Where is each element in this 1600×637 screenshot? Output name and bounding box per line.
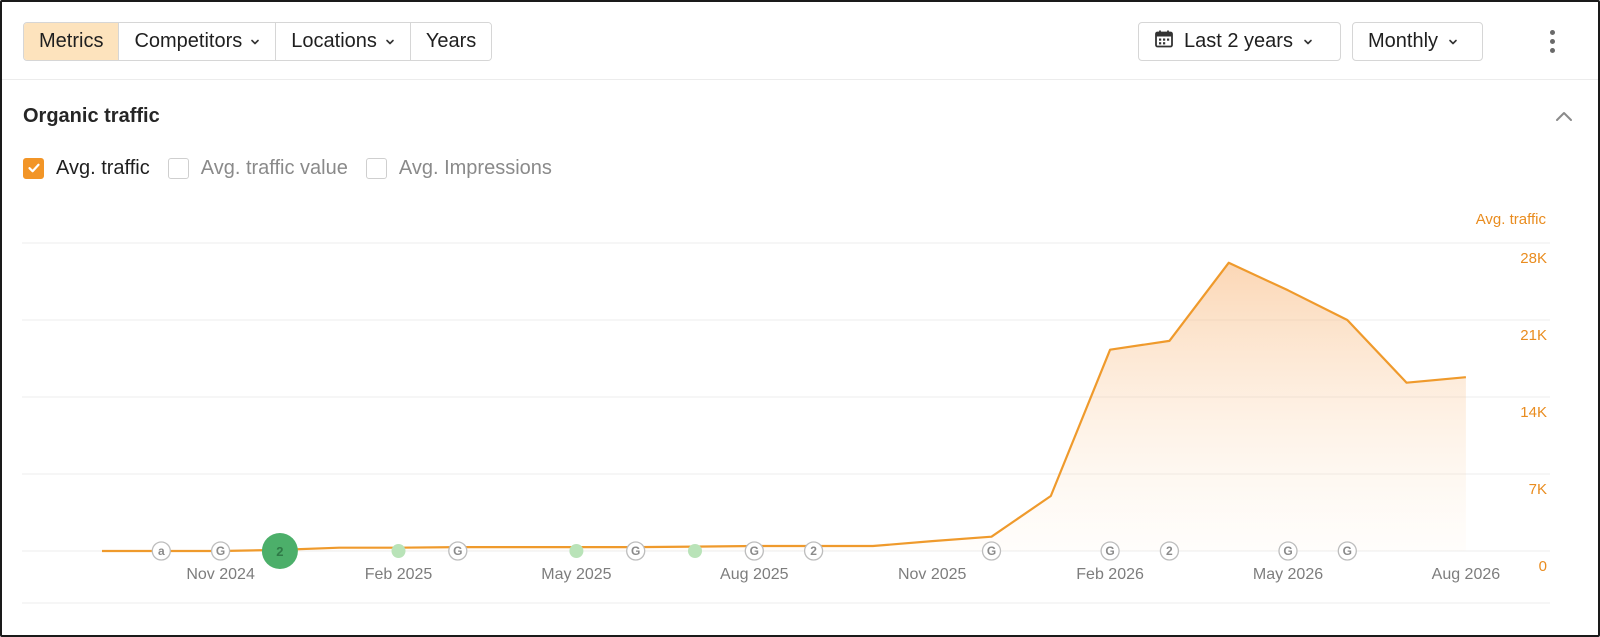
segment-metrics[interactable]: Metrics bbox=[24, 23, 120, 60]
x-tick-label: Aug 2026 bbox=[1432, 566, 1501, 583]
annotation-label: G bbox=[453, 544, 462, 558]
checkbox[interactable] bbox=[167, 157, 189, 179]
checkmark-icon bbox=[27, 163, 40, 173]
x-tick-label: May 2026 bbox=[1253, 566, 1323, 583]
annotation-label: G bbox=[750, 544, 759, 558]
annotation-label: G bbox=[987, 544, 996, 558]
date-range-label: Last 2 years bbox=[1184, 30, 1293, 52]
annotation-marker bbox=[803, 541, 824, 561]
annotation-marker bbox=[448, 541, 468, 561]
metric-avg-traffic-value[interactable]: Avg. traffic value bbox=[167, 156, 348, 180]
annotation-dot bbox=[391, 544, 406, 558]
metric-avg-traffic[interactable]: Avg. traffic bbox=[23, 157, 150, 180]
annotation-label: G bbox=[631, 544, 640, 558]
series-line-path bbox=[102, 261, 1467, 553]
series-area bbox=[102, 262, 1466, 551]
segment-label: Locations bbox=[291, 30, 377, 52]
annotation-dot bbox=[569, 544, 584, 558]
x-tick-label: Feb 2025 bbox=[365, 566, 433, 583]
segment-locations[interactable]: Locations bbox=[276, 23, 411, 60]
toolbar: Metrics Competitors Locations Years bbox=[2, 2, 1598, 80]
annotation-marker bbox=[1159, 541, 1180, 561]
y-tick-label: 14K bbox=[1520, 404, 1547, 421]
chevron-down-icon bbox=[1303, 37, 1313, 47]
y-tick-label: 28K bbox=[1520, 250, 1547, 267]
x-tick-label: May 2025 bbox=[541, 566, 611, 583]
metric-label: Avg. traffic value bbox=[200, 156, 348, 179]
date-range-button[interactable]: Last 2 years bbox=[1138, 22, 1341, 61]
calendar-icon bbox=[1154, 29, 1174, 55]
chevron-down-icon bbox=[1448, 37, 1458, 47]
segment-label: Metrics bbox=[39, 30, 104, 52]
annotation-cluster bbox=[261, 533, 298, 569]
annotation-label: G bbox=[1105, 544, 1114, 558]
annotation-marker bbox=[151, 541, 171, 561]
annotation-marker bbox=[744, 541, 764, 561]
annotation-marker bbox=[981, 541, 1002, 561]
section-title: Organic traffic bbox=[23, 105, 160, 127]
x-tick-label: Feb 2026 bbox=[1076, 566, 1144, 583]
y-tick-label: 7K bbox=[1529, 481, 1547, 498]
annotation-dot bbox=[688, 544, 702, 558]
metric-avg-impressions[interactable]: Avg. Impressions bbox=[365, 156, 552, 180]
checkbox[interactable] bbox=[23, 157, 44, 179]
interval-dropdown[interactable]: Monthly bbox=[1352, 22, 1483, 61]
x-tick-label: Aug 2025 bbox=[720, 566, 789, 583]
segment-competitors[interactable]: Competitors bbox=[119, 23, 277, 60]
segment-years[interactable]: Years bbox=[410, 23, 492, 60]
x-tick-label: Nov 2025 bbox=[898, 566, 967, 583]
metric-label: Avg. Impressions bbox=[398, 156, 552, 179]
y-axis: Avg. traffic 28K 21K 14K 7K 0 bbox=[1476, 211, 1547, 575]
annotation-marker bbox=[210, 541, 231, 561]
chevron-up-icon[interactable] bbox=[1552, 106, 1576, 126]
x-tick-label: Nov 2024 bbox=[186, 566, 255, 583]
annotation-label: 2 bbox=[1166, 544, 1173, 558]
segment-label: Competitors bbox=[134, 30, 243, 52]
annotation-marker bbox=[1278, 541, 1298, 561]
interval-label: Monthly bbox=[1368, 30, 1439, 52]
annotation-label: G bbox=[1343, 544, 1352, 558]
series-area-fill bbox=[102, 262, 1466, 551]
y-tick-label: 21K bbox=[1520, 327, 1547, 344]
annotation-label: G bbox=[216, 544, 225, 558]
annotation-marker bbox=[1337, 541, 1357, 561]
annotation-label: G bbox=[1283, 544, 1292, 558]
metric-toggles: Avg. traffic Avg. traffic value Avg. Imp… bbox=[23, 154, 570, 182]
chevron-down-icon bbox=[385, 37, 395, 47]
chevron-down-icon bbox=[250, 37, 260, 47]
metric-filter-segment: Metrics Competitors Locations Years bbox=[23, 22, 493, 61]
annotations: a G 2 G G G 2 G G 2 G G bbox=[151, 533, 1357, 569]
annotation-marker bbox=[1100, 541, 1120, 561]
x-axis: Nov 2024 Feb 2025 May 2025 Aug 2025 Nov 2025… bbox=[186, 566, 1500, 583]
y-axis-title: Avg. traffic bbox=[1476, 211, 1547, 228]
annotation-marker bbox=[626, 541, 646, 561]
metric-label: Avg. traffic bbox=[56, 156, 150, 179]
annotation-label: 2 bbox=[810, 544, 817, 558]
annotation-label: a bbox=[158, 544, 165, 558]
checkbox[interactable] bbox=[365, 157, 387, 179]
y-tick-label: 0 bbox=[1539, 558, 1547, 575]
segment-label: Years bbox=[425, 30, 477, 52]
kebab-menu-icon[interactable] bbox=[1540, 24, 1564, 58]
annotation-label: 2 bbox=[276, 544, 283, 559]
